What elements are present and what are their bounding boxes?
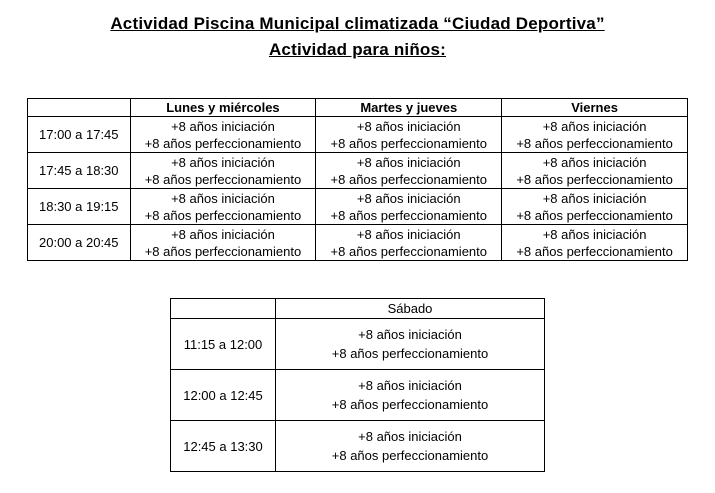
activity-line-improvement: +8 años perfeccionamiento [330, 243, 487, 259]
activity-line-improvement: +8 años perfeccionamiento [144, 171, 302, 187]
activity-line-initiation: +8 años iniciación [171, 118, 275, 134]
header-cell-saturday: Sábado [275, 298, 545, 319]
table-row: 18:30 a 19:15 +8 años iniciación +8 años… [27, 188, 688, 225]
activity-line-improvement: +8 años perfeccionamiento [330, 135, 487, 151]
activity-cell: +8 años iniciación +8 años perfeccionami… [315, 116, 503, 153]
activity-line-initiation: +8 años iniciación [542, 154, 647, 170]
activity-line-improvement: +8 años perfeccionamiento [516, 171, 673, 187]
table-row: 17:00 a 17:45 +8 años iniciación +8 años… [27, 116, 688, 153]
activity-line-improvement: +8 años perfeccionamiento [330, 171, 487, 187]
saturday-schedule-table: Sábado 11:15 a 12:00 +8 años iniciación … [170, 298, 545, 472]
activity-line-initiation: +8 años iniciación [542, 226, 647, 242]
activity-line-initiation: +8 años iniciación [356, 118, 461, 134]
activity-line-initiation: +8 años iniciación [358, 378, 462, 393]
header-cell-empty [27, 98, 131, 117]
time-cell: 12:00 a 12:45 [170, 369, 276, 421]
activity-line-initiation: +8 años iniciación [356, 190, 461, 206]
header-cell-friday: Viernes [501, 98, 688, 117]
table-row: 12:00 a 12:45 +8 años iniciación +8 años… [170, 369, 545, 421]
activity-line-initiation: +8 años iniciación [542, 190, 647, 206]
activity-line-initiation: +8 años iniciación [358, 429, 462, 444]
activity-cell: +8 años iniciación +8 años perfeccionami… [501, 224, 688, 261]
activity-line-improvement: +8 años perfeccionamiento [331, 397, 489, 412]
activity-cell: +8 años iniciación +8 años perfeccionami… [315, 224, 503, 261]
activity-cell: +8 años iniciación +8 años perfeccionami… [501, 116, 688, 153]
document-subtitle: Actividad para niños: [268, 40, 447, 59]
activity-line-improvement: +8 años perfeccionamiento [144, 135, 302, 151]
activity-line-improvement: +8 años perfeccionamiento [516, 243, 673, 259]
activity-line-initiation: +8 años iniciación [358, 327, 462, 342]
activity-line-improvement: +8 años perfeccionamiento [331, 346, 489, 361]
table-header-row: Sábado [170, 298, 545, 319]
activity-cell: +8 años iniciación +8 años perfeccionami… [275, 318, 545, 370]
activity-cell: +8 años iniciación +8 años perfeccionami… [275, 369, 545, 421]
header-cell-empty [170, 298, 276, 319]
activity-cell: +8 años iniciación +8 años perfeccionami… [129, 116, 317, 153]
activity-cell: +8 años iniciación +8 años perfeccionami… [315, 152, 503, 189]
time-cell: 17:00 a 17:45 [27, 116, 131, 153]
activity-cell: +8 años iniciación +8 años perfeccionami… [129, 224, 317, 261]
activity-line-initiation: +8 años iniciación [542, 118, 647, 134]
activity-cell: +8 años iniciación +8 años perfeccionami… [275, 420, 545, 472]
activity-line-improvement: +8 años perfeccionamiento [144, 207, 302, 223]
time-cell: 12:45 a 13:30 [170, 420, 276, 472]
time-cell: 18:30 a 19:15 [27, 188, 131, 225]
header-cell-monday-wednesday: Lunes y miércoles [129, 98, 317, 117]
activity-cell: +8 años iniciación +8 años perfeccionami… [501, 188, 688, 225]
activity-line-initiation: +8 años iniciación [171, 226, 275, 242]
table-row: 17:45 a 18:30 +8 años iniciación +8 años… [27, 152, 688, 189]
table-header-row: Lunes y miércoles Martes y jueves Vierne… [27, 98, 688, 117]
header-cell-tuesday-thursday: Martes y jueves [315, 98, 503, 117]
activity-line-improvement: +8 años perfeccionamiento [516, 135, 673, 151]
activity-cell: +8 años iniciación +8 años perfeccionami… [129, 188, 317, 225]
activity-line-initiation: +8 años iniciación [356, 154, 461, 170]
table-row: 12:45 a 13:30 +8 años iniciación +8 años… [170, 420, 545, 472]
activity-line-improvement: +8 años perfeccionamiento [516, 207, 673, 223]
activity-cell: +8 años iniciación +8 años perfeccionami… [129, 152, 317, 189]
weekday-schedule-table: Lunes y miércoles Martes y jueves Vierne… [27, 98, 688, 261]
table-row: 20:00 a 20:45 +8 años iniciación +8 años… [27, 224, 688, 261]
time-cell: 11:15 a 12:00 [170, 318, 276, 370]
activity-line-initiation: +8 años iniciación [171, 154, 275, 170]
activity-line-improvement: +8 años perfeccionamiento [144, 243, 302, 259]
activity-line-initiation: +8 años iniciación [356, 226, 461, 242]
document-title: Actividad Piscina Municipal climatizada … [110, 14, 605, 33]
activity-line-improvement: +8 años perfeccionamiento [331, 448, 489, 463]
activity-cell: +8 años iniciación +8 años perfeccionami… [501, 152, 688, 189]
activity-line-improvement: +8 años perfeccionamiento [330, 207, 487, 223]
time-cell: 20:00 a 20:45 [27, 224, 131, 261]
activity-cell: +8 años iniciación +8 años perfeccionami… [315, 188, 503, 225]
time-cell: 17:45 a 18:30 [27, 152, 131, 189]
table-row: 11:15 a 12:00 +8 años iniciación +8 años… [170, 318, 545, 370]
activity-line-initiation: +8 años iniciación [171, 190, 275, 206]
